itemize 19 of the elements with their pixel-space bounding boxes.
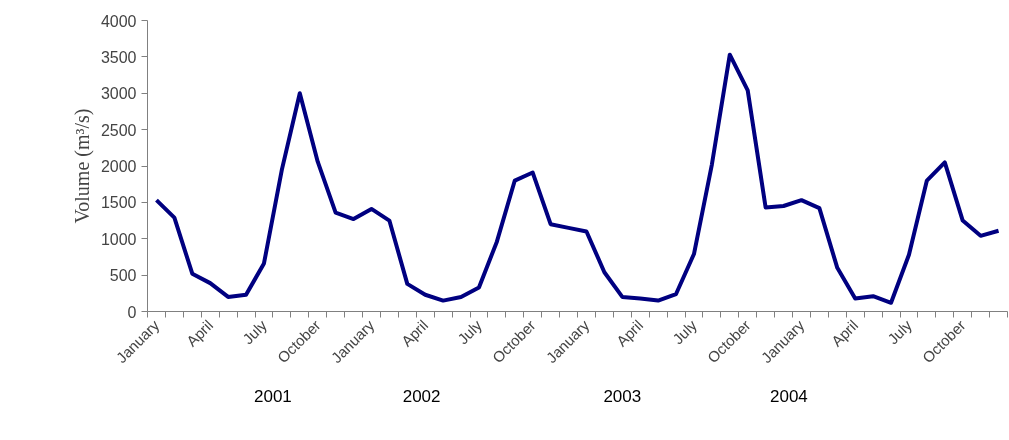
y-tick-label: 500 [109, 267, 137, 285]
line-series [154, 52, 1001, 305]
y-tick-label: 2500 [100, 121, 137, 139]
y-tick-label: 1000 [100, 230, 137, 248]
y-tick-label: 3500 [100, 48, 137, 66]
x-tick-label: July [239, 316, 271, 348]
y-tick-label: 2000 [100, 158, 137, 175]
y-axis-title: Volume (m³/s) [70, 108, 94, 224]
x-tick-label: July [884, 316, 916, 348]
text: 2003 [603, 386, 642, 406]
y-tick-label: 0 [127, 303, 137, 321]
x-tick-label: July [669, 316, 701, 348]
x-tick-label: July [454, 316, 486, 348]
text: 2002 [402, 386, 441, 406]
text: 2004 [770, 386, 808, 406]
text: 2001 [254, 386, 292, 406]
y-tick-label: 4000 [100, 12, 137, 30]
y-tick-label: 3000 [100, 85, 137, 103]
y-tick-label: 1500 [100, 194, 137, 212]
